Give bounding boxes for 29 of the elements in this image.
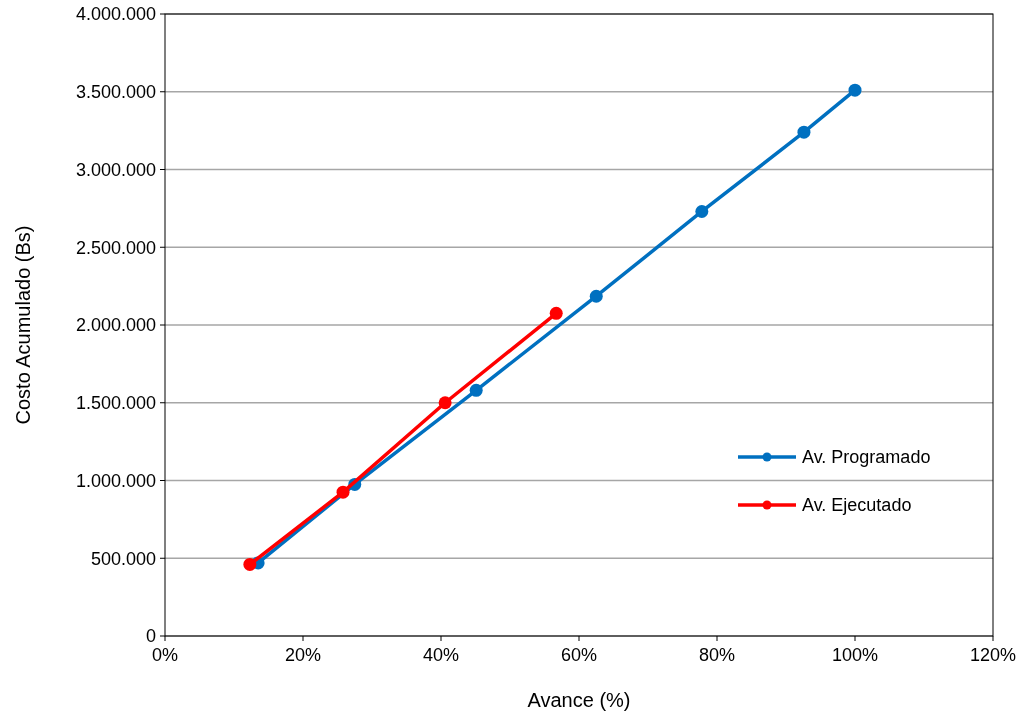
x-tick-label: 120% xyxy=(969,645,1017,665)
y-tick-label: 2.500.000 xyxy=(75,237,156,258)
y-tick-label: 1.500.000 xyxy=(75,393,156,414)
point xyxy=(549,306,563,320)
point xyxy=(848,83,862,97)
x-tick-label: 0% xyxy=(151,645,179,665)
x-tick-label: 100% xyxy=(831,645,879,665)
x-tick-label: 40% xyxy=(422,645,460,665)
x-axis-title: Avance (%) xyxy=(527,689,631,711)
y-tick-label: 3.000.000 xyxy=(75,159,156,180)
x-tick-label: 60% xyxy=(560,645,598,665)
x-tick-label: 20% xyxy=(284,645,322,665)
y-tick-label: 500.000 xyxy=(90,548,156,569)
y-tick-label: 2.000.000 xyxy=(75,315,156,336)
legend-label: Av. Ejecutado xyxy=(802,495,912,516)
point xyxy=(438,396,452,410)
legend-label: Av. Programado xyxy=(802,447,931,468)
point xyxy=(469,383,483,397)
x-tick-label: 80% xyxy=(698,645,736,665)
y-tick-label: 1.000.000 xyxy=(75,470,156,491)
y-tick-label: 3.500.000 xyxy=(75,82,156,103)
y-tick-label: 4.000.000 xyxy=(75,4,156,25)
point xyxy=(797,125,811,139)
y-axis-title: Costo Acumulado (Bs) xyxy=(12,225,34,425)
point xyxy=(695,204,709,218)
point xyxy=(336,485,350,499)
point xyxy=(589,289,603,303)
point xyxy=(243,557,257,571)
y-tick-label: 0 xyxy=(145,626,156,647)
